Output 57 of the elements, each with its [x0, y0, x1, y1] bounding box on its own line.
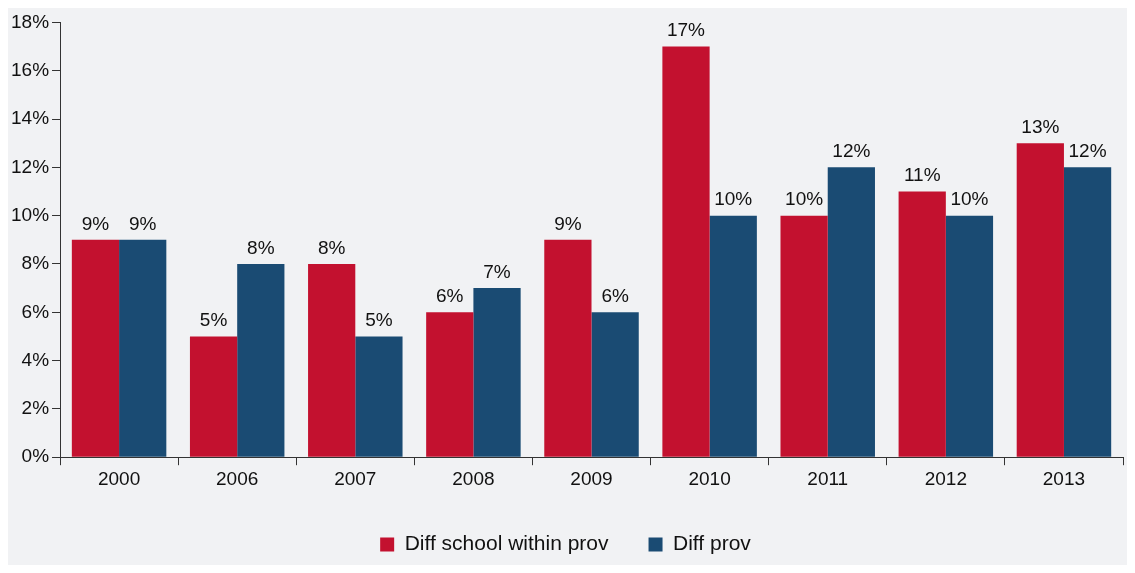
- x-tick-label: 2010: [688, 467, 731, 489]
- bar: [945, 215, 994, 457]
- data-label: 10%: [785, 188, 824, 210]
- bar: [119, 239, 167, 457]
- x-tick-label: 2013: [1042, 467, 1086, 489]
- y-tick-label: 2%: [21, 397, 50, 419]
- data-label: 10%: [950, 188, 989, 210]
- bar: [544, 239, 592, 457]
- data-label: 5%: [199, 309, 228, 331]
- bar: [662, 46, 710, 457]
- data-label: 12%: [1068, 140, 1107, 162]
- y-tick-label: 14%: [11, 107, 50, 129]
- x-tick-label: 2000: [97, 467, 141, 489]
- data-label: 7%: [483, 260, 511, 282]
- data-label: 17%: [666, 19, 706, 41]
- data-label: 8%: [247, 236, 275, 258]
- data-label: 12%: [832, 140, 871, 162]
- data-label: 9%: [81, 212, 110, 234]
- x-tick-label: 2011: [807, 467, 849, 489]
- x-tick-label: 2009: [570, 467, 613, 489]
- bar: [898, 191, 946, 457]
- y-tick-label: 4%: [21, 348, 50, 370]
- bar: [426, 312, 474, 457]
- x-tick-label: 2012: [924, 467, 967, 489]
- y-tick-label: 0%: [21, 445, 50, 467]
- y-tick-label: 16%: [11, 58, 50, 80]
- data-label: 5%: [365, 309, 393, 331]
- data-label: 9%: [554, 212, 582, 234]
- bar: [189, 336, 238, 457]
- bar: [237, 263, 285, 457]
- bar: [355, 336, 403, 457]
- bar: [473, 288, 521, 457]
- bar: [308, 263, 356, 457]
- data-label: 8%: [317, 236, 346, 258]
- data-label: 9%: [128, 212, 157, 234]
- bar: [709, 215, 757, 457]
- bar: [1016, 143, 1064, 457]
- y-tick-label: 8%: [21, 252, 50, 274]
- bar: [591, 312, 639, 457]
- bar: [827, 167, 875, 457]
- y-tick-label: 12%: [11, 155, 50, 177]
- x-tick-label: 2006: [216, 467, 259, 489]
- legend-label: Diff school within prov: [404, 531, 610, 555]
- bar: [71, 239, 120, 457]
- y-tick-label: 6%: [21, 300, 50, 322]
- bar: [780, 215, 828, 457]
- legend-label: Diff prov: [673, 531, 752, 555]
- data-label: 13%: [1021, 115, 1060, 137]
- x-tick-label: 2008: [452, 467, 495, 489]
- data-label: 6%: [601, 285, 629, 306]
- data-label: 6%: [436, 285, 464, 306]
- bar: [1063, 167, 1112, 457]
- y-tick-label: 10%: [11, 203, 50, 225]
- x-tick-label: 2007: [334, 467, 377, 489]
- data-label: 11%: [903, 164, 941, 186]
- y-tick-label: 18%: [11, 10, 50, 32]
- data-label: 10%: [714, 188, 753, 210]
